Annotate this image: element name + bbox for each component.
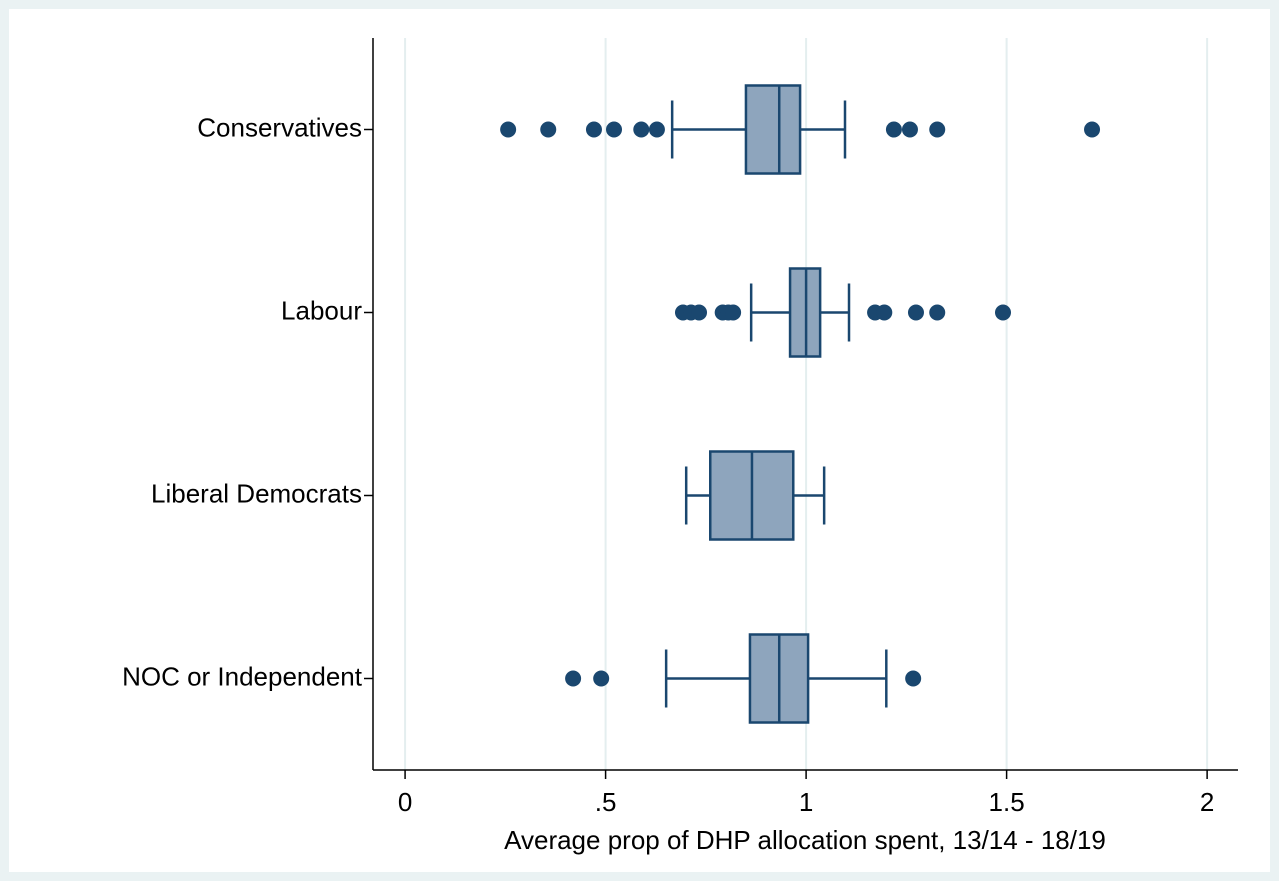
x-tick-label: 2 (1200, 787, 1214, 817)
outlier (606, 121, 623, 138)
box (744, 84, 802, 175)
x-tick-label: 0 (398, 787, 412, 817)
outlier (725, 304, 742, 321)
outlier (633, 121, 650, 138)
x-tick-label: 1 (799, 787, 813, 817)
outlier (901, 121, 918, 138)
outlier (585, 121, 602, 138)
outlier (648, 121, 665, 138)
outlier (1084, 121, 1101, 138)
x-tick-label: 1.5 (989, 787, 1025, 817)
y-tick-label: NOC or Independent (122, 661, 363, 691)
y-tick-label: Labour (281, 295, 362, 325)
y-tick-label: Conservatives (197, 112, 362, 142)
outlier (691, 304, 708, 321)
outlier (995, 304, 1012, 321)
y-tick-label: Liberal Democrats (151, 478, 362, 508)
outlier (540, 121, 557, 138)
outlier (905, 670, 922, 687)
outlier (929, 304, 946, 321)
outlier (885, 121, 902, 138)
outlier (929, 121, 946, 138)
x-axis-label: Average prop of DHP allocation spent, 13… (504, 825, 1106, 855)
plot-background (9, 9, 1270, 872)
x-tick-label: .5 (595, 787, 617, 817)
outlier (565, 670, 582, 687)
outlier (876, 304, 893, 321)
outlier (593, 670, 610, 687)
outlier (907, 304, 924, 321)
outlier (500, 121, 517, 138)
